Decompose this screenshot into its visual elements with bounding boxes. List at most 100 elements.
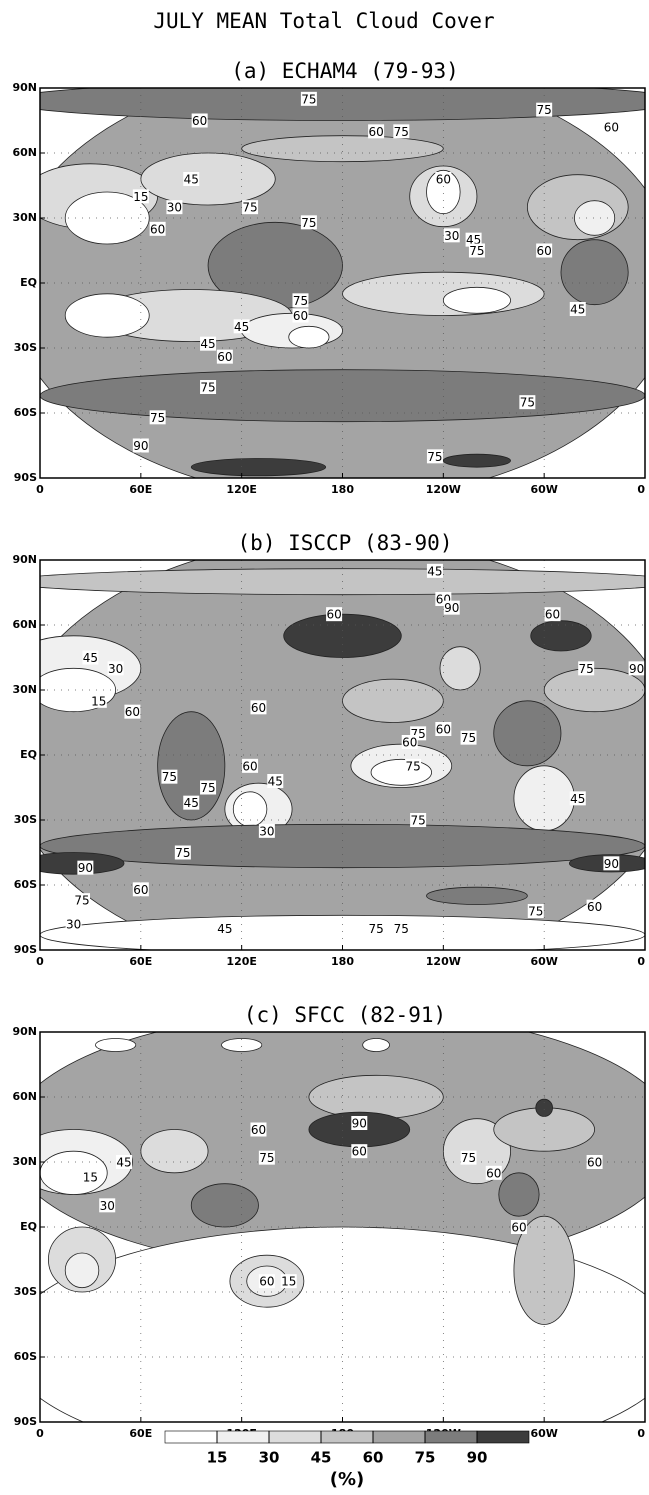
colorbar-tick-label: 45 <box>311 1449 332 1467</box>
contour-label: 15 <box>83 1171 98 1185</box>
contour-region <box>65 294 149 337</box>
contour-label: 90 <box>444 601 459 615</box>
lat-label: 60S <box>14 878 37 891</box>
contour-label: 30 <box>108 662 123 676</box>
contour-label: 30 <box>100 1199 115 1213</box>
contour-label: 75 <box>368 922 383 936</box>
contour-region <box>427 887 528 904</box>
lat-label: 60N <box>12 146 37 159</box>
contour-region <box>141 1130 208 1173</box>
contour-label: 60 <box>125 705 140 719</box>
lon-label: 120W <box>426 483 461 496</box>
lat-label: EQ <box>20 1220 37 1233</box>
lat-label: 30S <box>14 341 37 354</box>
lat-label: 90S <box>14 1415 37 1428</box>
contour-label: 75 <box>461 731 476 745</box>
contour-label: 45 <box>83 651 98 665</box>
lat-label: 60S <box>14 406 37 419</box>
colorbar-tick-label: 75 <box>415 1449 436 1467</box>
contour-label: 75 <box>394 125 409 139</box>
contour-label: 60 <box>604 121 619 135</box>
lon-label: 0 <box>36 483 44 496</box>
contour-region <box>443 454 510 467</box>
contour-label: 75 <box>469 244 484 258</box>
contour-label: 60 <box>368 125 383 139</box>
lat-label: 90S <box>14 471 37 484</box>
contour-label: 75 <box>74 894 89 908</box>
contour-region <box>95 1039 135 1052</box>
contour-label: 60 <box>486 1166 501 1180</box>
contour-label: 60 <box>192 114 207 128</box>
contour-region <box>191 1184 258 1227</box>
contour-label: 75 <box>162 770 177 784</box>
lon-label: 180 <box>331 483 354 496</box>
contour-label: 30 <box>444 229 459 243</box>
lon-label: 0 <box>637 483 645 496</box>
contour-label: 90 <box>352 1117 367 1131</box>
lon-label: 0 <box>637 1427 645 1440</box>
contour-region <box>65 1253 99 1288</box>
contour-label: 90 <box>133 439 148 453</box>
lat-label: 30S <box>14 1285 37 1298</box>
contour-region <box>574 201 614 236</box>
contour-label: 90 <box>604 857 619 871</box>
contour-label: 75 <box>427 450 442 464</box>
contour-label: 75 <box>537 103 552 117</box>
contour-label: 60 <box>242 759 257 773</box>
contour-label: 45 <box>200 337 215 351</box>
lon-label: 120W <box>426 955 461 968</box>
lon-label: 0 <box>36 955 44 968</box>
contour-label: 45 <box>116 1156 131 1170</box>
contour-label: 75 <box>410 814 425 828</box>
lon-label: 120E <box>226 955 256 968</box>
contour-label: 60 <box>259 1275 274 1289</box>
contour-label: 75 <box>175 846 190 860</box>
lon-label: 0 <box>637 955 645 968</box>
contour-label: 60 <box>326 608 341 622</box>
contour-region <box>371 759 432 785</box>
contour-label: 60 <box>537 244 552 258</box>
colorbar-box <box>477 1431 529 1443</box>
colorbar-box <box>425 1431 477 1443</box>
contour-label: 45 <box>184 796 199 810</box>
contour-label: 60 <box>587 900 602 914</box>
contour-region <box>443 287 510 313</box>
contour-region <box>536 1099 553 1116</box>
contour-label: 75 <box>520 396 535 410</box>
panel-title: (c) SFCC (82-91) <box>244 1003 446 1027</box>
contour-region <box>363 1039 390 1052</box>
colorbar-box <box>217 1431 269 1443</box>
contour-region <box>289 326 329 348</box>
contour-label: 45 <box>427 564 442 578</box>
contour-label: 60 <box>133 883 148 897</box>
contour-label: 15 <box>133 190 148 204</box>
contour-label: 75 <box>293 294 308 308</box>
panel-title: (b) ISCCP (83-90) <box>238 531 453 555</box>
contour-label: 60 <box>251 1123 266 1137</box>
colorbar-tick-label: 60 <box>363 1449 384 1467</box>
lat-label: 60N <box>12 1090 37 1103</box>
colorbar-box <box>373 1431 425 1443</box>
contour-label: 60 <box>150 222 165 236</box>
lat-label: 30N <box>12 211 37 224</box>
colorbar-tick-label: 15 <box>207 1449 228 1467</box>
contour-label: 75 <box>301 92 316 106</box>
contour-region <box>222 1039 262 1052</box>
contour-label: 75 <box>528 905 543 919</box>
contour-region <box>561 240 628 305</box>
lon-label: 180 <box>331 955 354 968</box>
lat-label: EQ <box>20 748 37 761</box>
contour-label: 60 <box>545 608 560 622</box>
contour-label: 30 <box>66 918 81 932</box>
lat-label: EQ <box>20 276 37 289</box>
contour-label: 60 <box>587 1156 602 1170</box>
lon-label: 60E <box>129 483 152 496</box>
contour-label: 90 <box>78 861 93 875</box>
contour-region <box>284 614 402 657</box>
contour-label: 30 <box>259 824 274 838</box>
contour-label: 45 <box>234 320 249 334</box>
page: JULY MEAN Total Cloud Cover (a) ECHAM4 (… <box>0 0 649 1495</box>
